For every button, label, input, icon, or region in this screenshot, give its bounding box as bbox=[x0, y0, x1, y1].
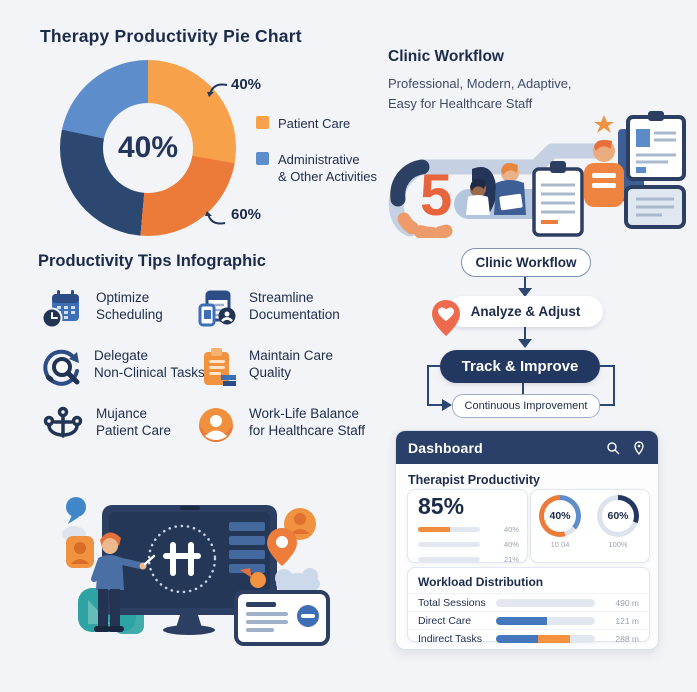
gauges-card: 40% 10 04 60% 100% bbox=[530, 489, 650, 563]
tip-label: Work-Life Balance for Healthcare Staff bbox=[249, 406, 366, 438]
workload-bar bbox=[496, 598, 595, 607]
workload-bar bbox=[496, 634, 595, 643]
person-badge-icon bbox=[199, 408, 233, 442]
legend-swatch-orange bbox=[256, 116, 269, 129]
presenter-person bbox=[91, 532, 156, 632]
clinic-workflow-title: Clinic Workflow bbox=[388, 48, 504, 65]
monitor-scene-illustration bbox=[62, 497, 330, 646]
tip-delegate-tasks: Delegate Non-Clinical Tasks bbox=[38, 344, 205, 390]
avatar-badge-icon bbox=[66, 536, 94, 568]
tip-label: Optimize Scheduling bbox=[96, 290, 163, 322]
mini-bar-row: 40% bbox=[418, 540, 519, 549]
tip-maintain-care-quality: Maintain Care Quality bbox=[193, 344, 333, 390]
card-tablet-icon bbox=[234, 590, 330, 646]
flow-node-analyze-adjust: Analyze & Adjust bbox=[448, 296, 603, 327]
gauge-indirect-tasks: 60% bbox=[597, 495, 639, 537]
arrow-down-icon bbox=[518, 339, 532, 348]
flow-node-track-improve: Track & Improve bbox=[440, 350, 600, 383]
clinic-workflow-illustration: 5 bbox=[388, 111, 686, 238]
mini-bar bbox=[418, 527, 480, 532]
bird-icon bbox=[250, 572, 266, 588]
report-clipboard-icon bbox=[626, 111, 686, 181]
flow-node-clinic-workflow: Clinic Workflow bbox=[461, 248, 591, 277]
clinic-workflow-subtitle-2: Easy for Healthcare Staff bbox=[388, 96, 533, 111]
tip-optimize-scheduling: Optimize Scheduling bbox=[40, 286, 163, 332]
workload-bar bbox=[496, 616, 595, 625]
clipboard-icon bbox=[204, 348, 236, 386]
workload-title: Workload Distribution bbox=[418, 575, 544, 589]
callout-leader-top-icon bbox=[207, 83, 228, 97]
therapy-productivity-donut-chart: 40% bbox=[60, 60, 236, 236]
flowchart-connectors bbox=[427, 276, 615, 411]
workload-row: Indirect Tasks 288 m bbox=[408, 629, 649, 647]
tip-label: Mujance Patient Care bbox=[96, 406, 172, 438]
clinic-workflow-subtitle-1: Professional, Modern, Adaptive, bbox=[388, 76, 572, 91]
tip-patient-care: Mujance Patient Care bbox=[40, 402, 171, 448]
mini-bar-row: 21% bbox=[418, 555, 519, 564]
calendar-clock-icon bbox=[41, 290, 79, 329]
right-cluster bbox=[240, 508, 320, 595]
workload-distribution-card: Workload Distribution Total Sessions 490… bbox=[407, 567, 650, 645]
delegate-cycle-icon bbox=[43, 349, 80, 386]
tips-title: Productivity Tips Infographic bbox=[38, 252, 266, 270]
clipboard-icon bbox=[532, 161, 584, 237]
dashboard-header: Dashboard bbox=[396, 431, 658, 464]
productivity-big-value: 85% bbox=[418, 493, 465, 519]
documents-icon bbox=[198, 290, 236, 327]
tablet-icon bbox=[624, 185, 686, 229]
callout-bottom-value: 60% bbox=[231, 206, 262, 223]
legend-label: Administrative & Other Activities bbox=[278, 152, 377, 184]
gauge-direct-care: 40% bbox=[539, 495, 581, 537]
mini-bar bbox=[418, 542, 480, 547]
legend-swatch-blue bbox=[256, 152, 269, 165]
tip-streamline-documentation: Streamline Documentation bbox=[193, 286, 340, 332]
mini-bar-row: 40% bbox=[418, 525, 519, 534]
productivity-score-card: 85% 40% 40% 21% bbox=[407, 489, 528, 564]
workload-row: Total Sessions 490 m bbox=[408, 593, 649, 611]
donut-center-label: 40% bbox=[103, 103, 193, 193]
tip-work-life-balance: Work-Life Balance for Healthcare Staff bbox=[193, 402, 365, 448]
legend-label: Patient Care bbox=[278, 116, 351, 131]
pie-chart-title: Therapy Productivity Pie Chart bbox=[40, 26, 302, 46]
tip-label: Maintain Care Quality bbox=[249, 348, 334, 380]
arrow-down-icon bbox=[518, 288, 532, 297]
tip-label: Delegate Non-Clinical Tasks bbox=[94, 348, 205, 380]
search-icon[interactable] bbox=[606, 441, 620, 455]
dotted-circle bbox=[147, 524, 217, 594]
menu-bars bbox=[229, 522, 265, 573]
legend-item-patient-care: Patient Care bbox=[256, 115, 350, 132]
dashboard-panel: Dashboard Therapist Productivity 85% 40%… bbox=[395, 430, 659, 650]
callout-top-value: 40% bbox=[231, 76, 262, 93]
legend-item-administrative: Administrative & Other Activities bbox=[256, 151, 377, 185]
speech-bubble-icon bbox=[66, 497, 86, 517]
star-icon bbox=[594, 115, 614, 133]
anchor-people-icon bbox=[43, 406, 83, 438]
monitor bbox=[102, 505, 277, 635]
callout-leader-bottom-icon bbox=[205, 211, 226, 225]
gauge-caption: 10 04 bbox=[550, 540, 570, 549]
flow-node-continuous-improvement: Continuous Improvement bbox=[452, 394, 600, 418]
seated-woman bbox=[466, 167, 497, 215]
staff-person bbox=[584, 115, 624, 207]
pin-icon[interactable] bbox=[632, 440, 646, 455]
screen-glyph bbox=[163, 542, 201, 576]
dashboard-title: Dashboard bbox=[408, 439, 483, 456]
tip-label: Streamline Documentation bbox=[249, 290, 340, 322]
mini-bar bbox=[418, 557, 480, 562]
numeral-five: 5 bbox=[420, 163, 452, 228]
workload-row: Direct Care 121 m bbox=[408, 611, 649, 629]
seated-man bbox=[494, 163, 526, 215]
therapist-productivity-title: Therapist Productivity bbox=[408, 473, 540, 487]
flow-band bbox=[388, 143, 610, 238]
heart-pin-icon bbox=[432, 300, 460, 336]
arrow-right-icon bbox=[442, 399, 452, 411]
gauge-caption: 100% bbox=[608, 540, 628, 549]
